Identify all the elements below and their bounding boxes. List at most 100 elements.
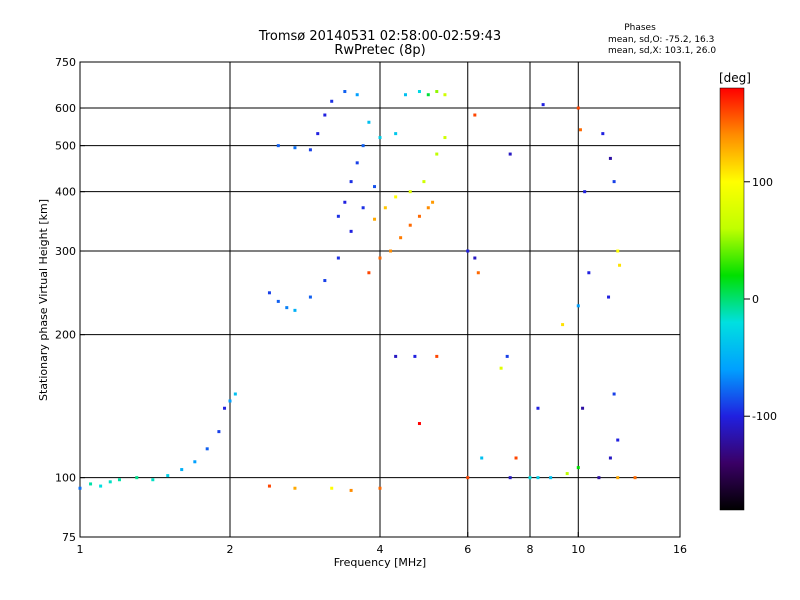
axis-ticks: 1 2 4 6 8 10 16 75 100 200 300 400 500 600 750 xyxy=(55,56,687,556)
data-point xyxy=(413,354,417,358)
data-series xyxy=(508,152,585,410)
data-point xyxy=(473,113,477,117)
data-point xyxy=(293,486,297,490)
data-point xyxy=(336,256,340,260)
x-axis-label: Frequency [MHz] xyxy=(334,556,426,569)
data-point xyxy=(536,406,540,410)
data-point xyxy=(276,144,280,148)
data-point xyxy=(408,223,412,227)
data-point xyxy=(349,180,353,184)
y-tick-label: 300 xyxy=(55,245,76,258)
data-point xyxy=(508,152,512,156)
data-point xyxy=(536,476,540,480)
data-point xyxy=(373,217,377,221)
x-tick-label: 6 xyxy=(464,543,471,556)
data-point xyxy=(417,90,421,94)
data-point xyxy=(267,291,271,295)
y-tick-label: 500 xyxy=(55,140,76,153)
data-points xyxy=(78,90,637,492)
data-point xyxy=(565,472,569,476)
data-point xyxy=(426,206,430,210)
data-point xyxy=(378,486,382,490)
data-point xyxy=(587,271,591,275)
data-point xyxy=(355,161,359,165)
data-point xyxy=(135,476,139,480)
x-tick-label: 8 xyxy=(527,543,534,556)
data-point xyxy=(408,190,412,194)
data-series xyxy=(499,354,637,480)
phase-stats-o: mean, sd,O: -75.2, 16.3 xyxy=(608,35,714,45)
data-series xyxy=(267,185,377,312)
data-point xyxy=(616,249,620,253)
y-tick-label: 600 xyxy=(55,102,76,115)
data-point xyxy=(193,460,197,464)
grid xyxy=(80,62,680,537)
x-tick-label: 16 xyxy=(673,543,687,556)
chart-title: Tromsø 20140531 02:58:00-02:59:43 xyxy=(258,29,501,44)
data-point xyxy=(608,456,612,460)
data-point xyxy=(276,299,280,303)
data-series xyxy=(373,136,447,221)
data-point xyxy=(466,249,470,253)
data-point xyxy=(473,256,477,260)
data-point xyxy=(576,304,580,308)
data-point xyxy=(99,484,103,488)
data-point xyxy=(514,456,518,460)
data-point xyxy=(499,366,503,370)
data-series xyxy=(267,354,439,492)
data-point xyxy=(349,229,353,233)
y-tick-label: 100 xyxy=(55,472,76,485)
data-point xyxy=(108,480,112,484)
data-point xyxy=(394,195,398,199)
data-point xyxy=(308,295,312,299)
y-tick-label: 75 xyxy=(62,531,76,544)
x-tick-label: 4 xyxy=(377,543,384,556)
colorbar-tick-label: 0 xyxy=(752,293,759,306)
data-point xyxy=(561,323,565,327)
data-point xyxy=(330,486,334,490)
data-point xyxy=(323,113,327,117)
data-point xyxy=(597,476,601,480)
phase-stats-x: mean, sd,X: 103.1, 26.0 xyxy=(608,46,716,56)
data-point xyxy=(576,106,580,110)
data-point xyxy=(343,200,347,204)
data-point xyxy=(612,392,616,396)
data-point xyxy=(267,484,271,488)
data-point xyxy=(583,190,587,194)
x-tick-label: 2 xyxy=(227,543,234,556)
data-point xyxy=(205,447,209,451)
data-point xyxy=(616,438,620,442)
data-point xyxy=(373,185,377,189)
colorbar-gradient xyxy=(719,87,745,511)
data-point xyxy=(367,120,371,124)
data-point xyxy=(618,263,622,267)
data-point xyxy=(528,476,532,480)
data-point xyxy=(417,214,421,218)
data-point xyxy=(541,103,545,107)
data-point xyxy=(422,180,426,184)
data-point xyxy=(612,180,616,184)
data-point xyxy=(443,93,447,97)
colorbar-label: [deg] xyxy=(719,71,751,85)
colorbar-tick-label: -100 xyxy=(752,410,777,423)
data-point xyxy=(336,214,340,218)
data-point xyxy=(443,136,447,140)
data-point xyxy=(394,132,398,136)
colorbar: [deg] 100 0 -100 xyxy=(719,71,777,511)
data-point xyxy=(389,249,393,253)
data-point xyxy=(431,200,435,204)
data-point xyxy=(228,399,232,403)
data-point xyxy=(89,482,93,486)
data-point xyxy=(435,152,439,156)
data-point xyxy=(601,132,605,136)
data-point xyxy=(480,456,484,460)
data-point xyxy=(180,468,184,472)
data-point xyxy=(217,430,221,434)
chart-subtitle: RwPretec (8p) xyxy=(334,43,425,58)
data-point xyxy=(361,206,365,210)
data-point xyxy=(549,476,553,480)
data-series xyxy=(336,144,365,218)
data-point xyxy=(349,488,353,492)
data-point xyxy=(355,93,359,97)
